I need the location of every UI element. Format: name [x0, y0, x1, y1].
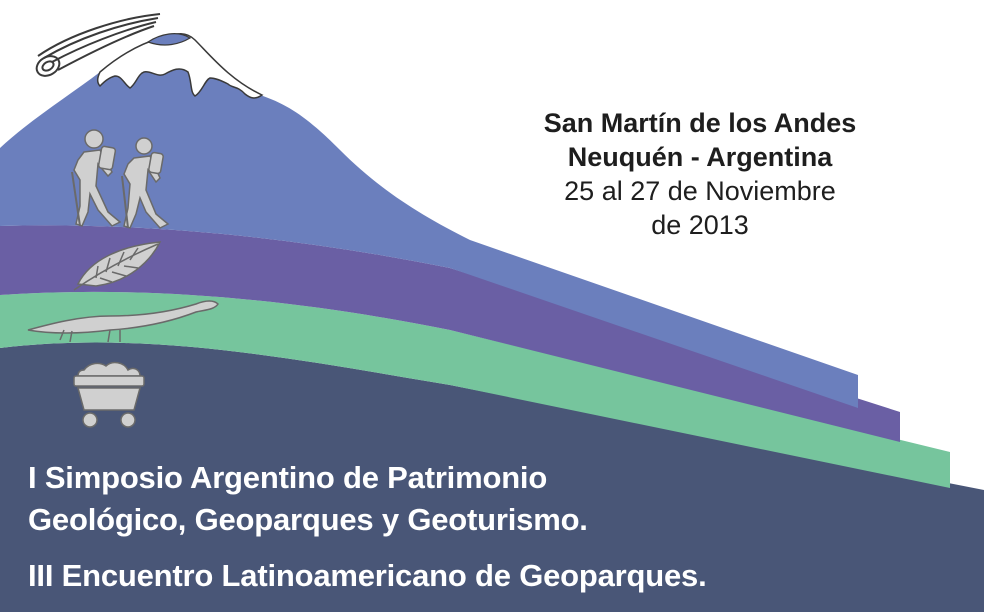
hikers-icon	[71, 129, 170, 229]
snow-crater-outline	[146, 33, 192, 46]
purple-layer	[0, 225, 900, 442]
leaf-fossil-icon	[73, 241, 162, 291]
location-province: Neuquén - Argentina	[567, 142, 833, 172]
symposium-title-line2: Geológico, Geoparques y Geoturismo.	[28, 502, 588, 537]
symposium-title-line1: I Simposio Argentino de Patrimonio	[28, 460, 548, 495]
base-layer	[0, 342, 984, 612]
event-info: San Martín de los Andes Neuquén - Argent…	[500, 106, 900, 242]
dinosaur-fossil-icon	[27, 300, 219, 343]
snow-cap	[96, 33, 264, 99]
green-layer	[0, 291, 950, 488]
encounter-title: III Encuentro Latinoamericano de Geoparq…	[28, 558, 707, 593]
event-year: de 2013	[651, 210, 749, 240]
mountain	[0, 33, 858, 409]
mine-cart-icon	[73, 361, 145, 428]
event-dates: 25 al 27 de Noviembre	[564, 176, 836, 206]
location-city: San Martín de los Andes	[543, 108, 857, 138]
comet-icon	[35, 13, 161, 77]
